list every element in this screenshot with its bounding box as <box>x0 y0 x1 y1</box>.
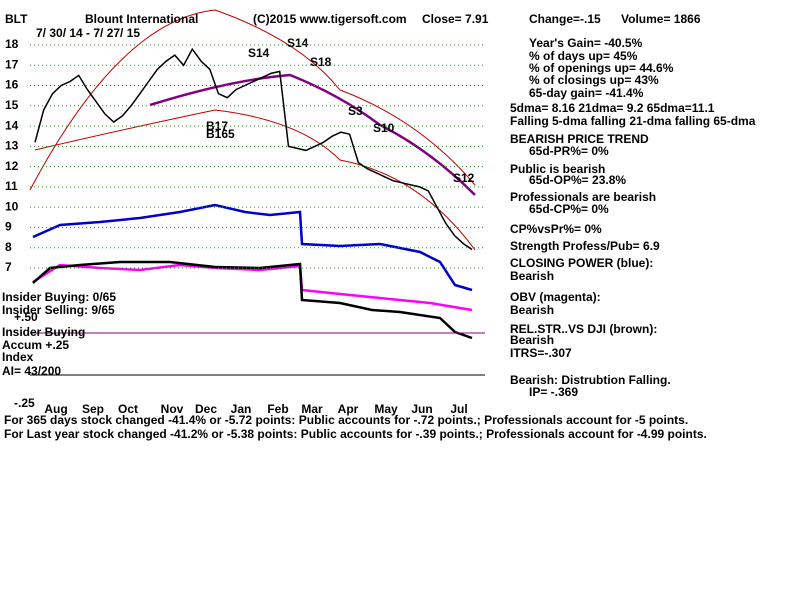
y-tick-label: 14 <box>5 118 19 132</box>
stat-line: Professionals are bearish <box>510 190 656 204</box>
x-tick-label: Mar <box>301 402 323 416</box>
stat-line: 65d-OP%= 23.8% <box>529 173 626 187</box>
stat-line: Bearish <box>510 333 554 347</box>
ma-65 <box>149 73 476 196</box>
x-tick-label: Jul <box>450 402 467 416</box>
header-company: Blount International <box>85 12 198 26</box>
x-tick-label: Sep <box>82 402 104 416</box>
header-ticker: BLT <box>5 12 28 26</box>
stat-line: REL.STR..VS DJI (brown): <box>510 322 657 336</box>
indicator-label: Insider Buying <box>2 325 85 339</box>
indicator-label: AI= 43/200 <box>2 364 61 378</box>
x-tick-label: Dec <box>195 402 217 416</box>
stat-line: ITRS=-.307 <box>510 346 572 360</box>
x-tick-label: Nov <box>161 402 184 416</box>
signal-label: S10 <box>373 121 395 135</box>
x-tick-label: Aug <box>44 402 67 416</box>
y-tick-label: 16 <box>5 78 19 92</box>
stat-line: 65d-CP%= 0% <box>529 202 609 216</box>
obv <box>32 263 473 312</box>
band-lower <box>34 109 476 251</box>
indicator-label: Index <box>2 350 34 364</box>
header-date-range: 7/ 30/ 14 - 7/ 27/ 15 <box>36 26 140 40</box>
signal-label: S18 <box>310 55 332 69</box>
indicator-label: -.25 <box>14 396 35 410</box>
signal-label: S12 <box>453 171 475 185</box>
stat-line: Public is bearish <box>510 162 605 176</box>
indicator-label: Insider Selling: 9/65 <box>2 303 115 317</box>
header-source: (C)2015 www.tigersoft.com <box>253 12 407 26</box>
stat-line: 5dma= 8.16 21dma= 9.2 65dma=11.1 <box>510 101 715 115</box>
x-tick-label: Jun <box>411 402 432 416</box>
x-tick-label: Jan <box>231 402 252 416</box>
indicator-label: Accum +.25 <box>2 338 69 352</box>
closing-power <box>32 203 473 292</box>
stat-line: IP= -.369 <box>529 385 578 399</box>
stat-line: OBV (magenta): <box>510 290 601 304</box>
indicator-label: Insider Buying: 0/65 <box>2 290 116 304</box>
x-tick-label: Feb <box>267 402 288 416</box>
stat-line: % of closings up= 43% <box>529 73 659 87</box>
stat-line: % of days up= 45% <box>529 49 638 63</box>
stat-line: CLOSING POWER (blue): <box>510 256 653 270</box>
footer-line: For Last year stock changed -41.2% or -5… <box>4 427 707 441</box>
y-tick-label: 18 <box>5 37 19 51</box>
band-upper <box>29 9 476 191</box>
y-tick-label: 7 <box>5 260 12 274</box>
indicator-label: +.50 <box>14 310 38 324</box>
header-change: Change=-.15 <box>529 12 601 26</box>
stat-line: BEARISH PRICE TREND <box>510 132 649 146</box>
y-tick-label: 15 <box>5 98 19 112</box>
stat-line: % of openings up= 44.6% <box>529 61 674 75</box>
x-tick-label: May <box>374 402 398 416</box>
signal-label: S14 <box>248 46 270 60</box>
signal-label: S3 <box>348 104 363 118</box>
stat-line: CP%vsPr%= 0% <box>510 222 602 236</box>
stat-line: Year's Gain= -40.5% <box>529 36 643 50</box>
indicators <box>29 9 485 376</box>
y-tick-label: 10 <box>5 199 19 213</box>
stat-line: Bearish: Distrubtion Falling. <box>510 373 671 387</box>
y-tick-label: 17 <box>5 57 19 71</box>
stat-line: Falling 5-dma falling 21-dma falling 65-… <box>510 114 756 128</box>
signal-label: B17 <box>206 119 228 133</box>
stat-line: 65d-PR%= 0% <box>529 144 609 158</box>
stat-line: Strength Profess/Pub= 6.9 <box>510 239 660 253</box>
signal-label: S14 <box>287 36 309 50</box>
rel-strength <box>32 260 473 340</box>
x-tick-label: Apr <box>338 402 359 416</box>
header-close: Close= 7.91 <box>422 12 489 26</box>
x-tick-label: Oct <box>118 402 138 416</box>
y-tick-label: 13 <box>5 139 19 153</box>
price-line <box>34 47 473 251</box>
y-tick-label: 11 <box>5 179 18 193</box>
stat-line: Bearish <box>510 269 554 283</box>
y-tick-label: 8 <box>5 240 12 254</box>
stat-line: 65-day gain= -41.4% <box>529 86 644 100</box>
signal-label: B165 <box>206 127 235 141</box>
y-tick-label: 12 <box>5 159 19 173</box>
footer-line: For 365 days stock changed -41.4% or -5.… <box>4 413 688 427</box>
header-volume: Volume= 1866 <box>621 12 701 26</box>
stat-line: Bearish <box>510 303 554 317</box>
y-tick-label: 9 <box>5 220 12 234</box>
